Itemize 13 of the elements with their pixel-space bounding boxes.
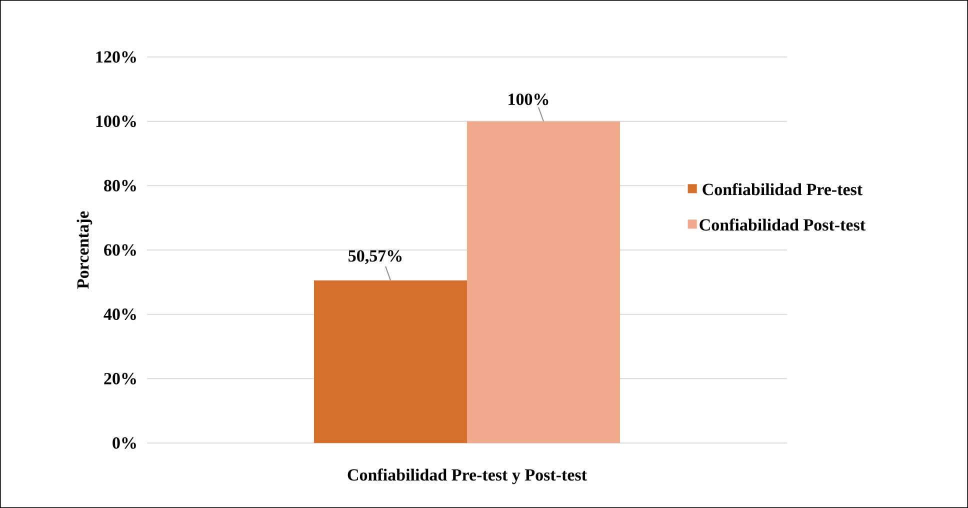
y-tick-label: 100% (96, 116, 136, 128)
data-label: 100% (508, 94, 548, 106)
y-axis-title: Porcentaje (76, 211, 92, 289)
legend-label: Confiabilidad Post-test (700, 218, 866, 231)
y-tick-label: 80% (104, 180, 136, 192)
legend-label: Confiabilidad Pre-test (702, 183, 862, 196)
y-tick-label: 20% (104, 372, 136, 384)
y-tick-label: 120% (96, 51, 136, 63)
y-tick-label: 40% (104, 308, 136, 320)
y-tick-label: 60% (104, 244, 136, 256)
y-tick-label: 0% (112, 437, 136, 449)
x-tick-label: Confiabilidad Pre-test y Post-test (348, 468, 587, 484)
data-label: 50,57% (348, 250, 402, 264)
